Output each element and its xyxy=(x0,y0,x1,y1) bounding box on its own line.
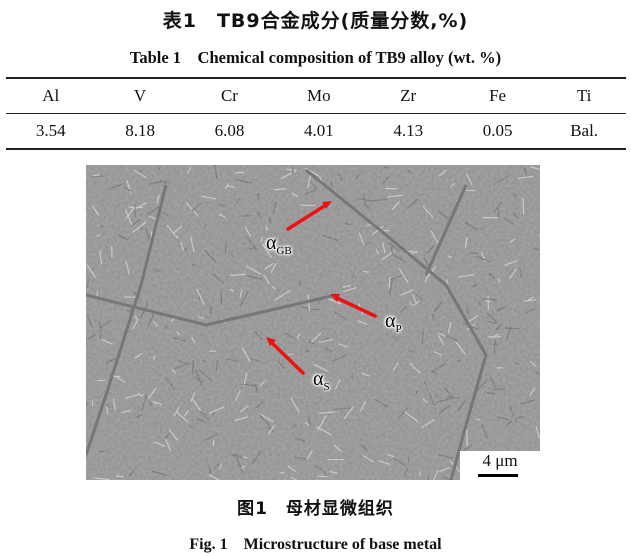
arrow-gb xyxy=(286,203,328,231)
value-cell: 3.54 xyxy=(35,121,66,140)
figure-caption-cn: 图1 母材显微组织 xyxy=(237,499,394,519)
arrow-p-head xyxy=(330,294,340,302)
grain-boundaries xyxy=(86,168,488,480)
composition-table: Al V Cr Mo Zr Fe Ti 3.54 8.18 6.08 4.01 … xyxy=(6,77,626,150)
label-alpha-p: αP xyxy=(385,310,402,335)
arrow-s-head xyxy=(266,337,276,346)
table-header-row: Al V Cr Mo Zr Fe Ti xyxy=(6,78,626,114)
value-cell: 4.13 xyxy=(393,121,424,140)
header-cell: Al xyxy=(42,86,60,105)
value-cell: 6.08 xyxy=(214,121,245,140)
table-title-cn: 表1 TB9合金成分(质量分数,%) xyxy=(162,10,469,32)
header-cell: Fe xyxy=(489,86,507,105)
value-cell: 8.18 xyxy=(125,121,155,140)
scale-bar-line xyxy=(478,474,518,477)
table-row: 3.54 8.18 6.08 4.01 4.13 0.05 Bal. xyxy=(6,114,626,149)
table-title-en: Table 1 Chemical composition of TB9 allo… xyxy=(129,48,502,67)
header-cell: Ti xyxy=(576,86,592,105)
scale-bar-label: 4 μm xyxy=(482,451,518,470)
scale-bar: 4 μm xyxy=(460,451,540,480)
arrows xyxy=(266,201,377,375)
value-cell: 0.05 xyxy=(482,121,513,140)
figure-caption-en: Fig. 1 Microstructure of base metal xyxy=(189,536,442,553)
header-cell: Cr xyxy=(220,86,238,105)
arrow-s xyxy=(269,340,305,375)
label-alpha-gb: αGB xyxy=(266,232,292,257)
arrow-gb-head xyxy=(322,201,332,209)
header-cell: V xyxy=(133,86,147,105)
header-cell: Mo xyxy=(307,86,331,105)
value-cell: 4.01 xyxy=(303,121,334,140)
label-alpha-s: αS xyxy=(313,368,330,393)
arrow-p xyxy=(335,296,377,318)
micrograph-image xyxy=(86,165,540,480)
header-cell: Zr xyxy=(400,86,417,105)
value-cell: Bal. xyxy=(570,121,599,140)
